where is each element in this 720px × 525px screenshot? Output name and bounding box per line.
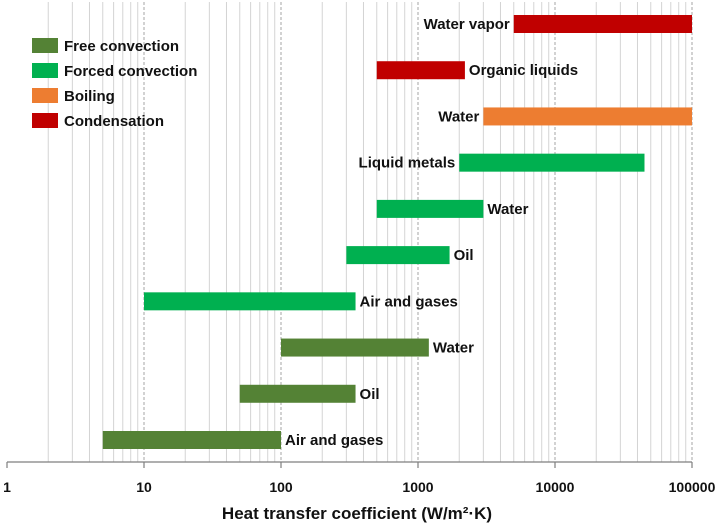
bar [102,431,282,449]
x-tick-label: 1 [3,479,11,495]
bar [346,246,450,265]
bar-label: Water [433,340,474,357]
legend-swatch [32,88,58,103]
legend-label: Free convection [64,38,179,55]
bar [281,338,429,357]
x-axis-title: Heat transfer coefficient (W/m²·K) [222,504,492,523]
bar-label: Water vapor [424,16,510,33]
bar-label: Water [487,201,528,218]
legend-swatch [32,38,58,53]
bars-group: Water vapor Organic liquids Water Liquid me… [102,15,692,449]
bar [376,61,465,80]
bar [144,292,356,311]
x-tick-label: 100000 [669,479,716,495]
bar-label: Oil [454,247,474,264]
legend-label: Condensation [64,113,164,130]
legend-swatch [32,113,58,128]
legend-label: Boiling [64,88,115,105]
bar-label: Liquid metals [359,155,456,172]
bar-label: Water [438,108,479,125]
bar [376,199,484,218]
bar [483,107,692,126]
bar [459,153,645,172]
bar-label: Air and gases [285,432,383,449]
bar [239,384,356,403]
bar-label: Organic liquids [469,62,578,79]
x-tick-label: 10 [136,479,152,495]
legend: Free convection Forced convection Boiling C… [32,38,197,130]
legend-swatch [32,63,58,78]
bar-label: Oil [360,386,380,403]
x-tick-label: 1000 [402,479,433,495]
x-axis: 1 10 100 1000 10000 100000 [3,461,716,495]
legend-label: Forced convection [64,63,197,80]
bar-label: Air and gases [360,293,458,310]
x-tick-label: 100 [269,479,293,495]
bar [513,15,692,33]
x-tick-label: 10000 [536,479,575,495]
